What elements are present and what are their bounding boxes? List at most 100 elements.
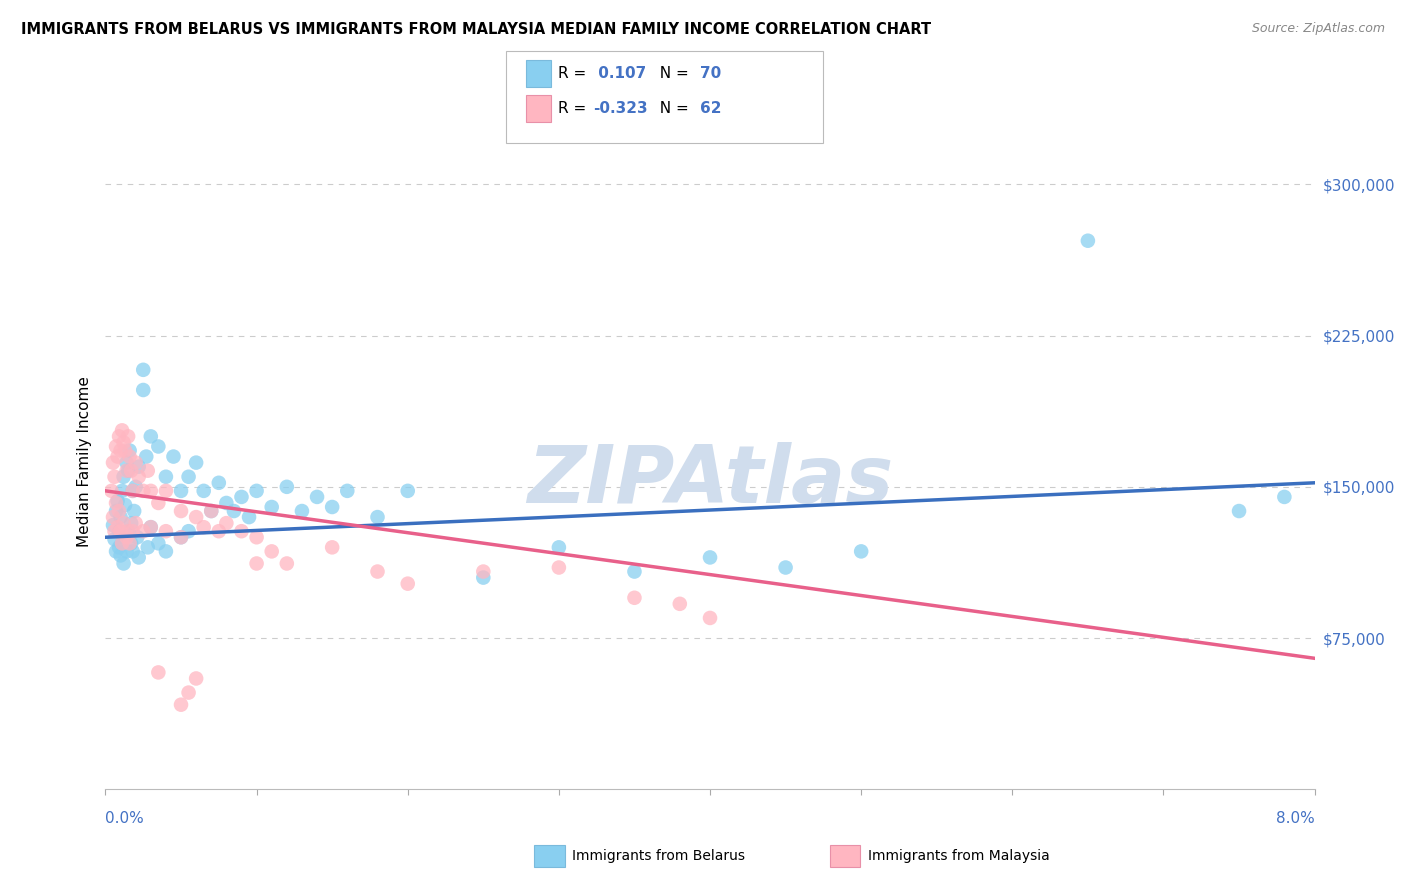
Point: [108, 541, 131, 555]
Point: [112, 469, 135, 483]
Point: [114, 530, 136, 544]
Point: [112, 435, 135, 450]
Point: [125, 456, 148, 470]
Point: [122, 504, 145, 518]
Point: [125, 480, 148, 494]
Point: [200, 504, 222, 518]
Point: [396, 483, 419, 498]
Point: [118, 443, 141, 458]
Point: [107, 520, 129, 534]
Point: [186, 456, 208, 470]
Point: [111, 536, 134, 550]
Point: [112, 557, 135, 571]
Point: [548, 560, 571, 574]
Point: [114, 498, 136, 512]
Point: [118, 450, 141, 464]
Point: [162, 450, 184, 464]
Point: [110, 524, 132, 539]
Point: [307, 490, 329, 504]
Point: [135, 450, 157, 464]
Point: [108, 504, 131, 518]
Point: [107, 494, 129, 508]
Point: [215, 516, 238, 530]
Point: [170, 504, 193, 518]
Point: [136, 464, 159, 478]
Text: R =: R =: [558, 102, 592, 116]
Point: [260, 544, 283, 558]
Point: [139, 520, 162, 534]
Point: [105, 440, 128, 454]
Point: [132, 483, 155, 498]
Point: [170, 483, 193, 498]
Text: N =: N =: [650, 102, 693, 116]
Point: [321, 541, 343, 555]
Point: [100, 483, 122, 498]
Point: [103, 469, 125, 483]
Point: [1274, 490, 1296, 504]
Point: [170, 530, 193, 544]
Point: [472, 571, 495, 585]
Point: [120, 536, 142, 550]
Point: [103, 524, 125, 539]
Point: [193, 483, 215, 498]
Point: [127, 530, 149, 544]
Point: [115, 544, 138, 558]
Point: [200, 504, 222, 518]
Point: [231, 524, 253, 539]
Point: [699, 611, 721, 625]
Point: [186, 510, 208, 524]
Point: [108, 429, 131, 443]
Point: [177, 469, 200, 483]
Point: [139, 483, 162, 498]
Point: [669, 597, 692, 611]
Point: [231, 490, 253, 504]
Point: [121, 524, 143, 539]
Point: [103, 533, 125, 547]
Point: [139, 520, 162, 534]
Point: [110, 549, 132, 563]
Point: [155, 483, 177, 498]
Text: 0.0%: 0.0%: [105, 812, 145, 826]
Point: [125, 516, 148, 530]
Point: [367, 565, 389, 579]
Text: 70: 70: [700, 66, 721, 80]
Text: 62: 62: [700, 102, 721, 116]
Point: [101, 510, 124, 524]
Point: [186, 672, 208, 686]
Point: [117, 429, 139, 443]
Point: [775, 560, 797, 574]
Point: [246, 483, 269, 498]
Text: ZIPAtlas: ZIPAtlas: [527, 442, 893, 520]
Text: N =: N =: [650, 66, 693, 80]
Point: [276, 557, 298, 571]
Text: -0.323: -0.323: [593, 102, 648, 116]
Point: [114, 443, 136, 458]
Point: [120, 516, 142, 530]
Point: [155, 544, 177, 558]
Point: [148, 496, 170, 510]
Point: [107, 450, 129, 464]
Text: 0.107: 0.107: [593, 66, 647, 80]
Point: [115, 456, 138, 470]
Point: [699, 550, 721, 565]
Point: [208, 524, 231, 539]
Point: [246, 557, 269, 571]
Point: [101, 518, 124, 533]
Point: [148, 536, 170, 550]
Point: [118, 536, 141, 550]
Point: [132, 363, 155, 377]
Point: [132, 383, 155, 397]
Point: [367, 510, 389, 524]
Text: Source: ZipAtlas.com: Source: ZipAtlas.com: [1251, 22, 1385, 36]
Point: [222, 504, 245, 518]
Point: [105, 496, 128, 510]
Point: [170, 698, 193, 712]
Point: [170, 530, 193, 544]
Y-axis label: Median Family Income: Median Family Income: [77, 376, 93, 547]
Point: [110, 510, 132, 524]
Point: [121, 544, 143, 558]
Point: [177, 524, 200, 539]
Point: [1227, 504, 1250, 518]
Point: [117, 524, 139, 539]
Text: R =: R =: [558, 66, 592, 80]
